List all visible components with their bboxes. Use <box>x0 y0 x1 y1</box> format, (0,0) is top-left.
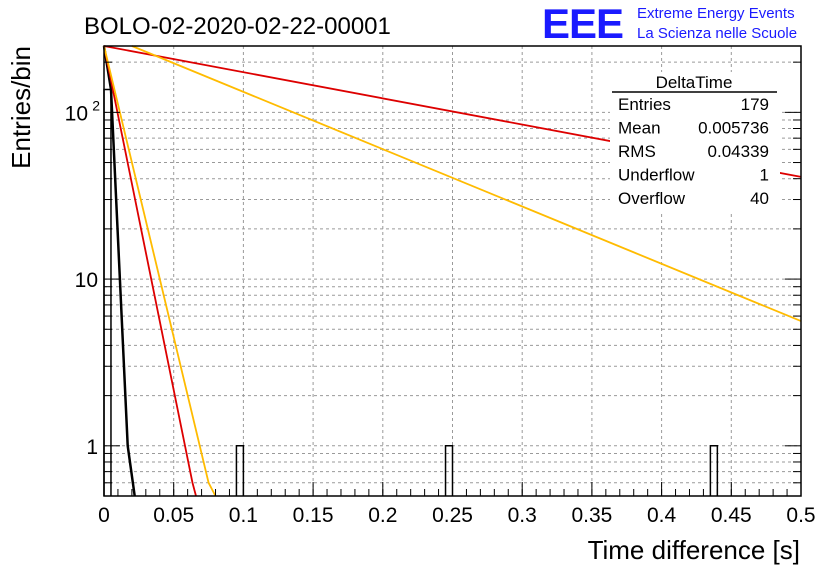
stats-row-value: 0.04339 <box>708 142 769 161</box>
x-tick-label: 0.45 <box>711 504 752 527</box>
y-tick-label-base: 10 <box>65 102 88 125</box>
stats-box-rows: Entries 179 Mean 0.005736 RMS 0.04339 Underflo… <box>618 95 769 208</box>
y-axis-title: Entries/bin <box>6 46 36 169</box>
x-tick-label: 0.15 <box>293 504 334 527</box>
y-tick-label-exponent: 2 <box>92 97 100 113</box>
x-tick-label: 0.25 <box>432 504 473 527</box>
eee-logo: EEE Extreme Energy Events La Scienza nel… <box>542 0 797 47</box>
chart-title: BOLO-02-2020-02-22-00001 <box>84 13 391 40</box>
stats-row-value: 40 <box>750 189 769 208</box>
x-tick-label: 0.35 <box>571 504 612 527</box>
histogram-bin <box>709 445 719 496</box>
x-tick-label: 0.3 <box>508 504 537 527</box>
fit-curve <box>103 45 197 497</box>
grid-lines <box>104 46 801 497</box>
x-tick-label: 0.1 <box>229 504 258 527</box>
fit-curve <box>131 45 802 322</box>
histogram-bin <box>235 445 245 496</box>
stats-box: DeltaTime Entries 179 Mean 0.005736 RMS 0.043… <box>610 72 780 212</box>
stats-row-label: Entries <box>618 95 671 114</box>
histogram-bin <box>444 445 454 496</box>
tick-labels: 0 0.05 0.1 0.15 0.2 0.25 0.3 0.35 0.4 0.45 0.5 1 10 1… <box>65 97 816 527</box>
stats-row-label: Mean <box>618 119 661 138</box>
stats-row-value: 179 <box>741 95 769 114</box>
axis-ticks <box>103 61 802 497</box>
eee-logo-line1: Extreme Energy Events <box>637 5 795 22</box>
y-tick-label: 10 <box>65 102 88 125</box>
fit-curve <box>103 45 217 497</box>
x-tick-label: 0 <box>98 504 110 527</box>
stats-box-name: DeltaTime <box>656 73 733 92</box>
stats-box-background <box>610 72 780 212</box>
y-tick-label: 10 <box>75 269 98 292</box>
eee-logo-line2: La Scienza nelle Scuole <box>637 25 797 42</box>
x-tick-label: 0.5 <box>786 504 815 527</box>
stats-row-label: Underflow <box>618 166 695 185</box>
x-axis-title: Time difference [s] <box>588 535 800 565</box>
stats-row-label: RMS <box>618 142 656 161</box>
stats-row-value: 0.005736 <box>698 119 769 138</box>
stats-row-value: 1 <box>760 166 769 185</box>
x-tick-label: 0.05 <box>153 504 194 527</box>
y-tick-label: 1 <box>86 436 98 459</box>
x-tick-label: 0.4 <box>647 504 677 527</box>
eee-logo-mark: EEE <box>542 0 623 47</box>
x-tick-label: 0.2 <box>368 504 397 527</box>
histogram-bin <box>103 88 112 496</box>
stats-row-label: Overflow <box>618 189 686 208</box>
